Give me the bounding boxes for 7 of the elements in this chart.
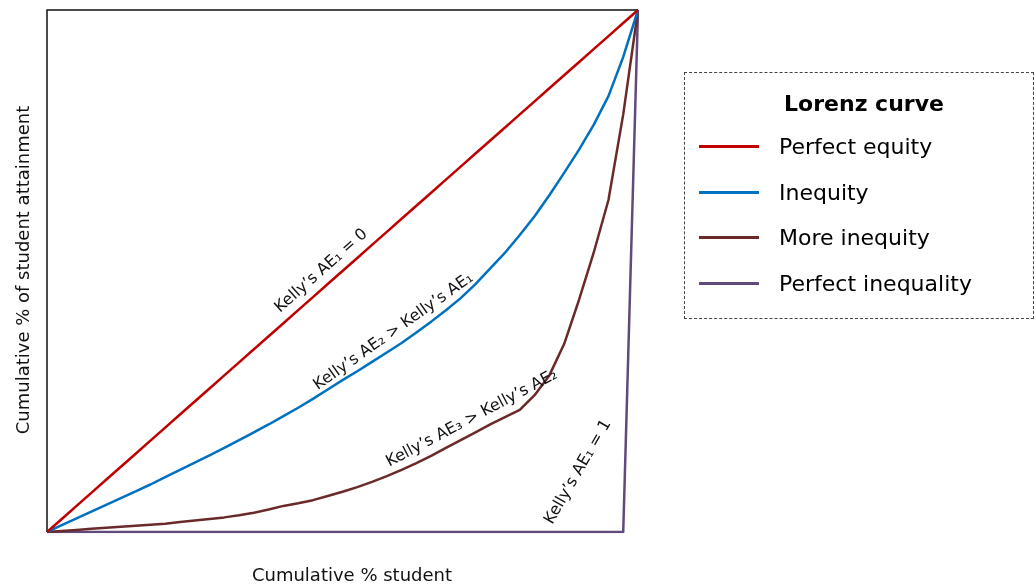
x-axis-title: Cumulative % student [251, 563, 453, 585]
y-axis-title: Cumulative % of student attainment [11, 105, 33, 435]
legend-label: More inequity [779, 225, 930, 251]
legend-label: Inequity [779, 179, 869, 205]
legend-label: Perfect inequality [779, 270, 972, 296]
legend-label: Perfect equity [779, 134, 933, 160]
legend-title: Lorenz curve [783, 91, 945, 116]
